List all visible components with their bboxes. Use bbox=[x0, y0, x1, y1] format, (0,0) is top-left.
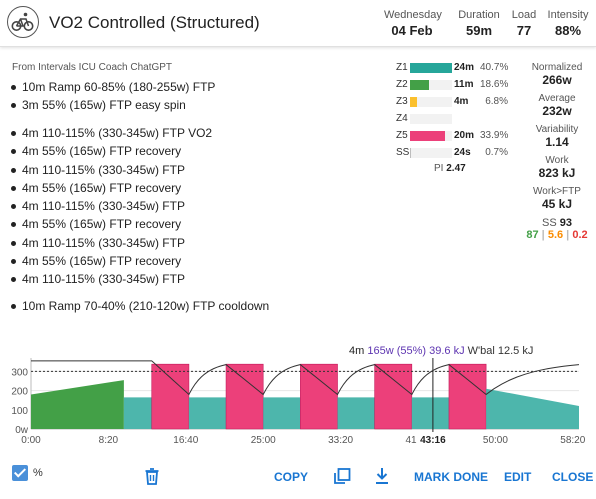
zone-time: 24s bbox=[454, 147, 471, 158]
zone-bar-track bbox=[410, 148, 452, 158]
mark-done-button[interactable]: MARK DONE bbox=[414, 470, 488, 484]
power-chart[interactable]: 0w1002003000:008:2016:4025:0033:2041:405… bbox=[0, 358, 596, 450]
x-tick-label: 8:20 bbox=[99, 435, 119, 446]
power-segment-z1 bbox=[411, 397, 449, 429]
metric-work: Work 823 kJ bbox=[538, 155, 576, 180]
stat-intensity: Intensity 88% bbox=[547, 9, 589, 38]
cursor-label-bg bbox=[416, 432, 449, 446]
zone-bar-track bbox=[410, 114, 452, 124]
zone-percent: 33.9% bbox=[480, 130, 509, 141]
zone-bar bbox=[410, 148, 411, 158]
cursor-time-label: 43:16 bbox=[420, 435, 446, 446]
zone-label: Z5 bbox=[396, 130, 408, 141]
zone-label: Z3 bbox=[396, 96, 408, 107]
zone-percent: 0.7% bbox=[485, 147, 508, 158]
metric-average: Average 232w bbox=[538, 93, 576, 118]
ss-score: SS 93 bbox=[542, 217, 572, 229]
power-segment-z1 bbox=[486, 388, 579, 429]
zone-time: 11m bbox=[454, 79, 474, 90]
power-segment-z1 bbox=[123, 397, 152, 429]
x-tick-label: 58:20 bbox=[560, 435, 585, 446]
workout-title: VO2 Controlled (Structured) bbox=[49, 13, 260, 32]
step-list-intervals: 4m 110-115% (330-345w) FTP VO2 4m 55% (1… bbox=[10, 124, 212, 289]
list-item: 4m 110-115% (330-345w) FTP bbox=[10, 197, 212, 215]
power-segment-z5 bbox=[225, 363, 264, 430]
stat-load: Load 77 bbox=[511, 9, 537, 38]
zone-percent: 6.8% bbox=[485, 96, 508, 107]
zone-label: SS bbox=[396, 147, 410, 158]
power-segment-z1 bbox=[188, 397, 227, 429]
footer-toolbar: % COPY MARK DONE EDIT CLOSE bbox=[0, 458, 596, 498]
list-item: 10m Ramp 70-40% (210-120w) FTP cooldown bbox=[10, 297, 269, 315]
y-tick-label: 300 bbox=[11, 367, 28, 378]
zone-time: 4m bbox=[454, 96, 469, 107]
metric-work-above-ftp: Work>FTP 45 kJ bbox=[533, 186, 581, 211]
delete-icon[interactable] bbox=[142, 466, 162, 486]
workout-header: VO2 Controlled (Structured) Wednesday 04… bbox=[0, 0, 596, 47]
x-tick-label: 16:40 bbox=[173, 435, 198, 446]
list-item: 3m 55% (165w) FTP easy spin bbox=[10, 96, 215, 114]
bike-icon bbox=[7, 6, 39, 38]
power-segment-z1 bbox=[337, 397, 375, 429]
y-tick-label: 200 bbox=[11, 387, 28, 398]
percent-label: % bbox=[33, 467, 43, 479]
list-item: 4m 55% (165w) FTP recovery bbox=[10, 252, 212, 270]
zone-label: Z4 bbox=[396, 113, 408, 124]
y-tick-label: 100 bbox=[11, 406, 28, 417]
ss-breakdown: 87 | 5.6 | 0.2 bbox=[526, 229, 588, 241]
pi-value: PI 2.47 bbox=[434, 163, 466, 174]
list-item: 4m 55% (165w) FTP recovery bbox=[10, 179, 212, 197]
stat-date: Wednesday 04 Feb bbox=[384, 9, 442, 38]
zone-time: 20m bbox=[454, 130, 475, 141]
list-item: 4m 110-115% (330-345w) FTP VO2 bbox=[10, 124, 212, 142]
metric-normalized: Normalized 266w bbox=[531, 62, 583, 87]
zone-bar bbox=[410, 80, 429, 90]
zone-label: Z1 bbox=[396, 62, 408, 73]
list-item: 4m 110-115% (330-345w) FTP bbox=[10, 234, 212, 252]
metrics-panel: Normalized 266w Average 232w Variability 1.… bbox=[524, 62, 590, 241]
list-item: 4m 55% (165w) FTP recovery bbox=[10, 215, 212, 233]
x-tick-label: 25:00 bbox=[251, 435, 276, 446]
duplicate-icon[interactable] bbox=[332, 466, 352, 486]
zone-time: 24m bbox=[454, 62, 475, 73]
close-button[interactable]: CLOSE bbox=[552, 470, 594, 484]
power-segment-z5 bbox=[448, 363, 487, 430]
edit-button[interactable]: EDIT bbox=[504, 470, 532, 484]
list-item: 4m 110-115% (330-345w) FTP bbox=[10, 161, 212, 179]
step-list-cooldown: 10m Ramp 70-40% (210-120w) FTP cooldown bbox=[10, 297, 269, 315]
x-tick-label: 50:00 bbox=[483, 435, 508, 446]
y-tick-label: 0w bbox=[15, 425, 29, 436]
zone-bar-track bbox=[410, 97, 452, 107]
percent-checkbox[interactable] bbox=[12, 465, 28, 481]
metric-variability: Variability 1.14 bbox=[535, 124, 579, 149]
stat-duration: Duration 59m bbox=[458, 9, 500, 38]
power-segment-z2 bbox=[31, 380, 124, 429]
x-tick-label: 33:20 bbox=[328, 435, 353, 446]
zone-bar-track bbox=[410, 80, 452, 90]
power-segment-z5 bbox=[300, 363, 338, 430]
power-segment-z5 bbox=[374, 363, 413, 430]
list-item: 4m 110-115% (330-345w) FTP bbox=[10, 270, 212, 288]
x-tick-label: 0:00 bbox=[21, 435, 41, 446]
zone-percent: 40.7% bbox=[480, 62, 509, 73]
power-segment-z5 bbox=[151, 363, 190, 430]
step-list-warmup: 10m Ramp 60-85% (180-255w) FTP 3m 55% (1… bbox=[10, 78, 215, 115]
graph-hover-info: 4m 165w (55%) 39.6 kJ W'bal 12.5 kJ bbox=[349, 345, 534, 357]
list-item: 4m 55% (165w) FTP recovery bbox=[10, 142, 212, 160]
download-icon[interactable] bbox=[372, 466, 392, 486]
workout-source: From Intervals ICU Coach ChatGPT bbox=[12, 62, 173, 73]
wbal-line bbox=[31, 360, 580, 396]
zone-bar bbox=[410, 97, 417, 107]
list-item: 10m Ramp 60-85% (180-255w) FTP bbox=[10, 78, 215, 96]
zone-label: Z2 bbox=[396, 79, 408, 90]
copy-button[interactable]: COPY bbox=[274, 470, 309, 484]
zone-bar bbox=[410, 63, 452, 73]
zone-bar bbox=[410, 131, 445, 141]
zone-percent: 18.6% bbox=[480, 79, 509, 90]
power-segment-z1 bbox=[263, 397, 301, 429]
